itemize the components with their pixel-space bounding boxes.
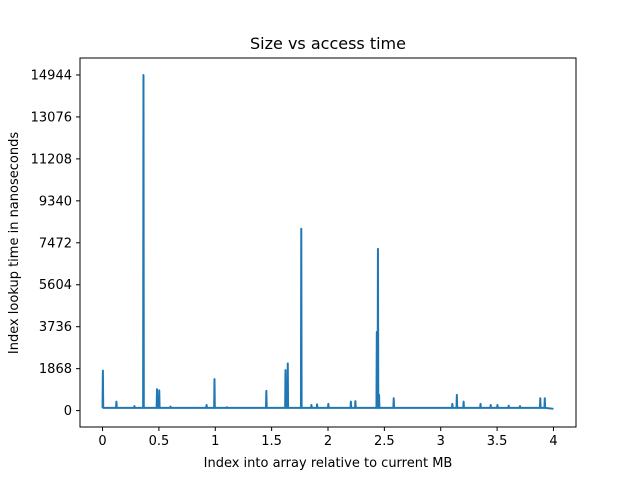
x-axis-label: Index into array relative to current MB bbox=[204, 456, 453, 471]
y-tick-label: 0 bbox=[64, 404, 72, 419]
x-tick-label: 3 bbox=[437, 434, 445, 449]
y-tick-label: 5604 bbox=[39, 278, 72, 293]
ticks-group: 0 0.5 1 1.5 2 2.5 3 3.5 4 0 1868 3736 5604 7472 9340 11… bbox=[31, 68, 558, 449]
x-tick-label: 4 bbox=[549, 434, 557, 449]
y-tick-label: 13076 bbox=[31, 110, 72, 125]
x-tick-label: 2 bbox=[324, 434, 332, 449]
y-tick-label: 9340 bbox=[39, 194, 72, 209]
x-tick-label: 3.5 bbox=[487, 434, 508, 449]
y-axis-label: Index lookup time in nanoseconds bbox=[7, 132, 22, 354]
y-tick-label: 11208 bbox=[31, 152, 72, 167]
y-tick-label: 7472 bbox=[39, 236, 72, 251]
x-tick-label: 1 bbox=[211, 434, 219, 449]
y-tick-label: 14944 bbox=[31, 68, 72, 83]
x-tick-label: 2.5 bbox=[374, 434, 395, 449]
x-tick-label: 1.5 bbox=[261, 434, 282, 449]
y-tick-label: 1868 bbox=[39, 362, 72, 377]
x-tick-label: 0.5 bbox=[149, 434, 170, 449]
y-tick-label: 3736 bbox=[39, 320, 72, 335]
series-line bbox=[101, 73, 554, 410]
x-tick-label: 0 bbox=[98, 434, 106, 449]
axes-frame bbox=[79, 57, 577, 428]
chart-title: Size vs access time bbox=[250, 34, 406, 53]
